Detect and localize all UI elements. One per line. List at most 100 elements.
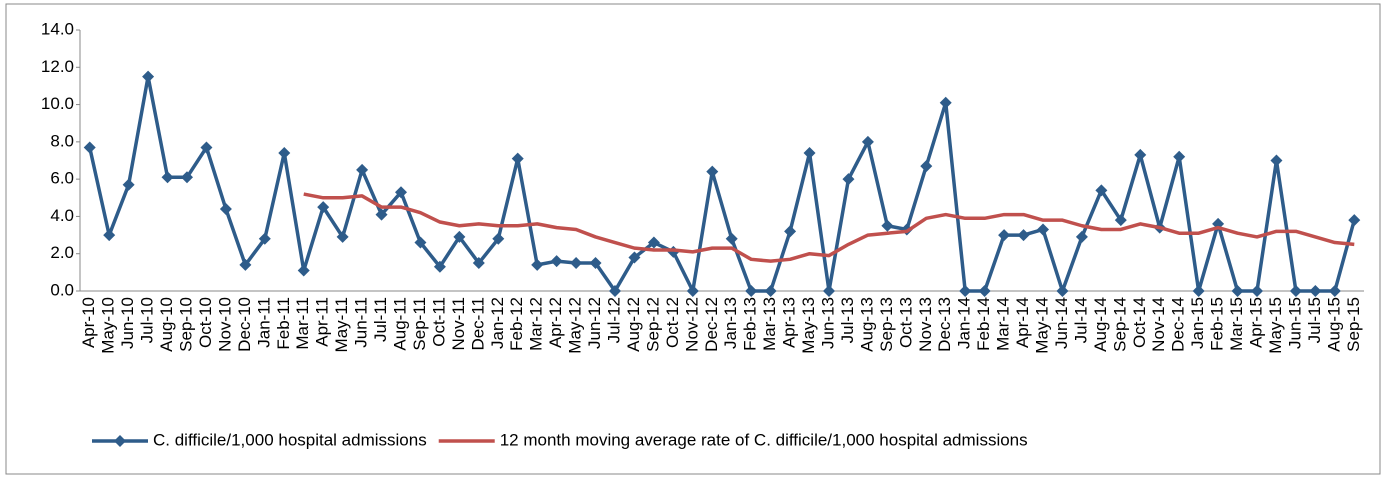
x-tick-label: Nov-14 bbox=[1149, 297, 1168, 352]
marker bbox=[122, 178, 135, 191]
marker bbox=[103, 229, 116, 242]
marker bbox=[706, 165, 719, 178]
x-tick-label: Dec-13 bbox=[935, 297, 954, 352]
x-tick-label: Feb-12 bbox=[507, 297, 526, 351]
y-tick-label: 10.0 bbox=[41, 94, 74, 113]
marker bbox=[861, 135, 874, 148]
legend-marker bbox=[114, 435, 126, 447]
x-tick-label: Mar-11 bbox=[293, 297, 312, 350]
marker bbox=[1037, 223, 1049, 236]
marker bbox=[1309, 285, 1322, 297]
legend-label: C. difficile/1,000 hospital admissions bbox=[153, 430, 427, 449]
x-tick-label: Jan-11 bbox=[254, 297, 273, 348]
x-tick-label: Oct-11 bbox=[429, 297, 448, 347]
x-tick-label: Feb-11 bbox=[274, 297, 293, 350]
x-tick-label: Jun-10 bbox=[118, 297, 137, 349]
y-tick-label: 8.0 bbox=[50, 131, 74, 150]
x-tick-label: Mar-13 bbox=[760, 297, 779, 351]
marker bbox=[1289, 285, 1302, 297]
x-tick-label: Nov-10 bbox=[215, 297, 234, 352]
x-tick-label: Aug-11 bbox=[390, 297, 409, 351]
marker bbox=[161, 171, 174, 184]
marker bbox=[939, 96, 952, 109]
x-tick-label: May-12 bbox=[566, 297, 585, 354]
marker bbox=[200, 141, 213, 154]
x-tick-label: Sep-10 bbox=[176, 297, 195, 352]
marker bbox=[1017, 229, 1030, 242]
marker bbox=[219, 202, 232, 215]
x-tick-label: May-13 bbox=[799, 297, 818, 354]
marker bbox=[356, 163, 369, 176]
marker bbox=[745, 285, 758, 297]
marker bbox=[472, 257, 485, 270]
series-line bbox=[88, 74, 1356, 293]
x-tick-label: Jul-13 bbox=[838, 297, 857, 343]
marker bbox=[433, 260, 446, 273]
x-tick-label: Jun-11 bbox=[352, 297, 371, 348]
x-tick-label: Feb-13 bbox=[741, 297, 760, 351]
y-tick-label: 0.0 bbox=[50, 280, 74, 299]
marker bbox=[803, 147, 816, 160]
marker bbox=[1270, 154, 1283, 167]
marker bbox=[1173, 150, 1186, 163]
x-tick-label: Sep-15 bbox=[1344, 297, 1363, 352]
legend-label: 12 month moving average rate of C. diffi… bbox=[500, 430, 1028, 449]
x-tick-label: Aug-10 bbox=[157, 297, 176, 352]
marker bbox=[842, 173, 855, 186]
x-tick-label: Sep-11 bbox=[410, 297, 429, 351]
marker bbox=[686, 285, 699, 297]
x-tick-label: Oct-14 bbox=[1130, 297, 1149, 348]
marker bbox=[1192, 285, 1205, 297]
marker bbox=[1114, 214, 1127, 227]
x-tick-label: Jun-15 bbox=[1285, 297, 1304, 349]
marker bbox=[1348, 214, 1361, 227]
marker bbox=[511, 152, 524, 165]
marker bbox=[142, 70, 155, 83]
x-tick-label: Oct-13 bbox=[896, 297, 915, 348]
x-tick-label: Aug-12 bbox=[624, 297, 643, 352]
marker bbox=[336, 230, 349, 243]
marker bbox=[998, 229, 1011, 242]
x-tick-label: Apr-13 bbox=[780, 297, 799, 348]
marker bbox=[258, 232, 271, 245]
x-tick-label: Nov-11 bbox=[449, 297, 468, 351]
marker bbox=[531, 258, 544, 271]
x-tick-label: Jul-12 bbox=[604, 297, 623, 343]
x-tick-label: Dec-12 bbox=[702, 297, 721, 352]
marker bbox=[725, 232, 738, 245]
x-tick-label: Mar-14 bbox=[994, 297, 1013, 351]
x-tick-label: Jan-14 bbox=[955, 297, 974, 349]
marker bbox=[414, 236, 427, 249]
x-tick-label: Jun-13 bbox=[818, 297, 837, 349]
marker bbox=[628, 251, 641, 264]
marker bbox=[278, 147, 291, 160]
marker bbox=[784, 225, 797, 238]
marker bbox=[589, 257, 602, 270]
x-tick-label: Jul-15 bbox=[1305, 297, 1324, 343]
x-tick-label: Jun-12 bbox=[585, 297, 604, 349]
marker bbox=[453, 230, 466, 243]
x-tick-label: Jan-12 bbox=[488, 297, 507, 349]
x-tick-label: Sep-13 bbox=[877, 297, 896, 352]
x-tick-label: Feb-15 bbox=[1208, 297, 1227, 351]
x-tick-label: Nov-12 bbox=[682, 297, 701, 352]
x-tick-label: Jan-15 bbox=[1188, 297, 1207, 349]
x-tick-label: May-10 bbox=[99, 297, 118, 354]
x-tick-label: Sep-14 bbox=[1110, 297, 1129, 352]
x-tick-label: Dec-10 bbox=[235, 297, 254, 352]
x-tick-label: Apr-10 bbox=[79, 297, 98, 348]
marker bbox=[609, 285, 621, 297]
x-tick-label: Jul-11 bbox=[371, 297, 390, 342]
x-tick-label: Aug-14 bbox=[1091, 297, 1110, 352]
marker bbox=[375, 208, 388, 221]
marker bbox=[395, 186, 407, 199]
x-tick-label: Mar-12 bbox=[527, 297, 546, 351]
marker bbox=[764, 285, 777, 297]
x-tick-label: Sep-12 bbox=[643, 297, 662, 352]
marker bbox=[1056, 285, 1069, 297]
marker bbox=[881, 219, 894, 232]
x-tick-label: Apr-15 bbox=[1246, 297, 1265, 348]
marker bbox=[1328, 285, 1341, 297]
x-tick-label: May-14 bbox=[1032, 297, 1051, 354]
